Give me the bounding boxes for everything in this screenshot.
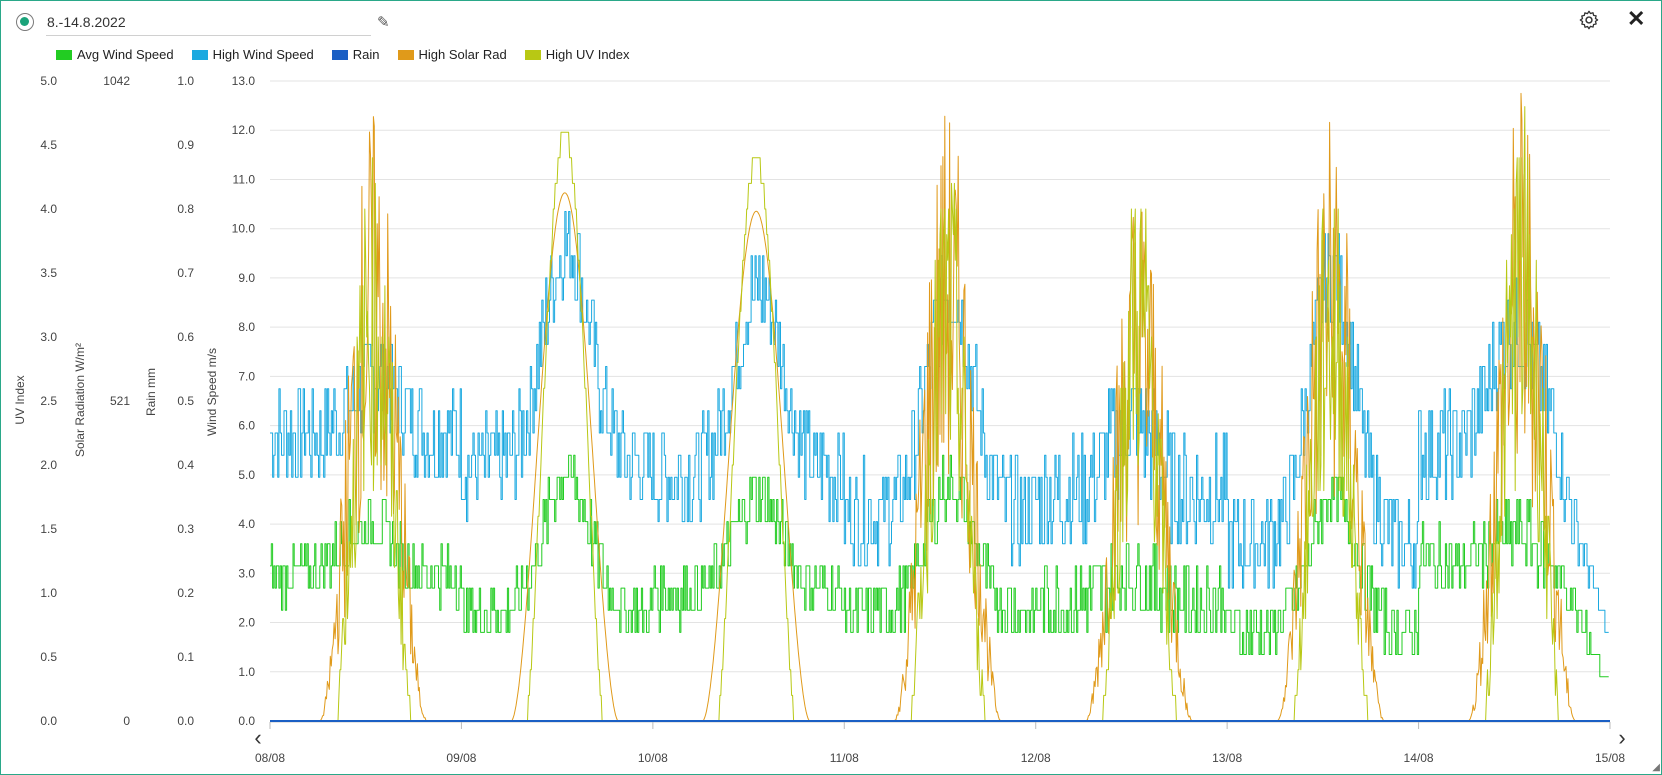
y-tick-label: 8.0 [238, 320, 255, 334]
x-tick-label: 15/08 [1595, 751, 1625, 765]
close-icon[interactable]: ✕ [1627, 6, 1646, 31]
y-tick-label: 4.0 [238, 517, 255, 531]
y-tick-label: 13.0 [232, 74, 256, 88]
legend-label: High Wind Speed [212, 47, 314, 62]
y-tick-label: 521 [110, 394, 130, 408]
page-title: 8.-14.8.2022 [47, 14, 126, 30]
y-tick-label: 11.0 [233, 172, 256, 186]
y-tick-label: 5.0 [40, 74, 57, 88]
y-tick-label: 0.0 [40, 714, 57, 728]
y-tick-label: 1042 [103, 74, 130, 88]
y-tick-label: 0.0 [238, 714, 255, 728]
legend-label: High UV Index [545, 47, 630, 62]
resize-handle-icon[interactable]: ◢ [1652, 762, 1660, 773]
y-tick-label: 1.0 [177, 74, 194, 88]
record-icon[interactable] [16, 13, 34, 31]
x-tick-label: 14/08 [1404, 751, 1434, 765]
y-tick-label: 5.0 [238, 468, 255, 482]
legend-item[interactable]: Rain [331, 47, 380, 62]
y-tick-label: 9.0 [238, 271, 255, 285]
y-tick-label: 0.4 [177, 458, 194, 472]
y-tick-label: 1.0 [238, 665, 255, 679]
y-tick-label: 1.5 [40, 522, 57, 536]
y-axis-title: Rain mm [144, 368, 158, 416]
legend-label: Avg Wind Speed [77, 47, 174, 62]
y-tick-label: 2.0 [238, 616, 255, 630]
y-tick-label: 0.8 [177, 202, 194, 216]
legend-swatch [191, 49, 208, 60]
y-tick-label: 0.1 [177, 650, 194, 664]
x-tick-label: 13/08 [1212, 751, 1242, 765]
y-tick-label: 2.0 [40, 458, 57, 472]
pencil-icon[interactable]: ✎ [377, 14, 390, 31]
y-tick-label: 3.0 [238, 566, 255, 580]
legend-item[interactable]: High UV Index [524, 47, 630, 62]
chart-legend: Avg Wind Speed High Wind Speed Rain High So… [56, 47, 630, 62]
x-tick-label: 10/08 [638, 751, 668, 765]
legend-label: High Solar Rad [418, 47, 507, 62]
y-tick-label: 3.5 [40, 266, 57, 280]
legend-swatch [524, 49, 541, 60]
y-tick-label: 0.0 [177, 714, 194, 728]
y-tick-label: 0.7 [177, 266, 194, 280]
legend-label: Rain [352, 47, 380, 62]
y-tick-label: 0.9 [177, 138, 194, 152]
series-line-avg-wind-speed [270, 454, 1609, 678]
y-tick-label: 6.0 [238, 419, 255, 433]
y-tick-label: 0.6 [177, 330, 194, 344]
next-arrow-icon[interactable]: › [1618, 725, 1625, 750]
x-tick-label: 08/08 [255, 751, 285, 765]
y-tick-label: 12.0 [232, 123, 256, 137]
legend-item[interactable]: High Solar Rad [397, 47, 507, 62]
gear-icon[interactable] [1578, 9, 1600, 31]
y-tick-label: 4.5 [40, 138, 57, 152]
series-line-high-solar-rad [270, 92, 1610, 722]
y-tick-label: 7.0 [238, 369, 255, 383]
y-tick-label: 1.0 [40, 586, 57, 600]
y-tick-label: 0.5 [40, 650, 57, 664]
y-tick-label: 10.0 [232, 222, 256, 236]
y-tick-label: 0.3 [177, 522, 194, 536]
y-axis-title: UV Index [13, 375, 27, 424]
x-tick-label: 09/08 [446, 751, 476, 765]
header: 8.-14.8.2022 ✎ [16, 10, 396, 36]
legend-swatch [56, 49, 72, 60]
legend-item[interactable]: Avg Wind Speed [56, 47, 174, 62]
x-tick-label: 11/08 [830, 751, 859, 765]
legend-swatch [331, 49, 348, 60]
legend-swatch [397, 49, 414, 60]
title-underline [46, 35, 371, 36]
y-axis-title: Wind Speed m/s [205, 348, 219, 436]
y-tick-label: 0.5 [177, 394, 194, 408]
y-tick-label: 0.2 [177, 586, 194, 600]
x-tick-label: 12/08 [1021, 751, 1051, 765]
prev-arrow-icon[interactable]: ‹ [254, 725, 261, 750]
y-axis-title: Solar Radiation W/m² [73, 343, 87, 457]
series-line-high-wind-speed [270, 211, 1609, 633]
y-tick-label: 2.5 [40, 394, 57, 408]
y-tick-label: 4.0 [40, 202, 57, 216]
y-tick-label: 3.0 [40, 330, 57, 344]
legend-item[interactable]: High Wind Speed [191, 47, 314, 62]
y-tick-label: 0 [123, 714, 130, 728]
